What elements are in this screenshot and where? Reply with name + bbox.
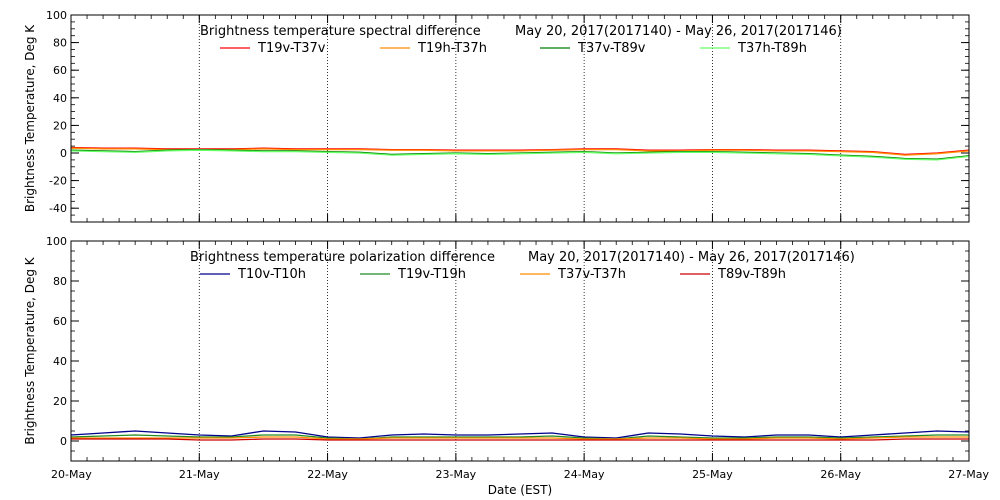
- x-tick-label: 25-May: [692, 468, 733, 481]
- series-line-t19v-t37v: [70, 146, 970, 156]
- series-line-t37v-t37h: [71, 436, 969, 440]
- y-tick-label: 80: [53, 37, 67, 50]
- legend-label: T37h-T89h: [737, 41, 807, 56]
- y-tick-label: -20: [49, 175, 67, 188]
- plot-frame: [70, 240, 970, 462]
- legend-label: T19v-T37v: [257, 41, 326, 56]
- y-tick-label: 0: [60, 147, 67, 160]
- y-tick-label: -40: [49, 202, 67, 215]
- y-tick-label: 80: [53, 275, 67, 288]
- legend-label: T19h-T37h: [417, 41, 487, 56]
- chart-title: Brightness temperature polarization diff…: [190, 250, 495, 265]
- series-line-t10v-t10h: [70, 430, 970, 439]
- x-tick-label: 24-May: [564, 468, 605, 481]
- y-tick-label: 100: [46, 9, 67, 22]
- x-tick-label: 27-May: [948, 468, 989, 481]
- legend-label: T37v-T37h: [557, 267, 626, 282]
- x-tick-label: 26-May: [820, 468, 861, 481]
- legend-label: T89v-T89h: [717, 267, 786, 282]
- chart-date-range: May 20, 2017(2017140) - May 26, 2017(201…: [528, 250, 855, 265]
- series-line-t89v-t89h: [71, 438, 969, 441]
- x-tick-label: 22-May: [307, 468, 348, 481]
- legend-label: T19v-T19h: [397, 267, 466, 282]
- y-axis-title: Brightness Temperature, Deg K: [23, 256, 37, 444]
- series-line-t19v-t19h: [70, 434, 969, 440]
- y-tick-label: 40: [53, 92, 67, 105]
- plot-frame: [70, 14, 970, 223]
- y-tick-label: 0: [60, 435, 67, 448]
- x-axis-title: Date (EST): [488, 483, 552, 497]
- series-line-t37h-t89h: [70, 149, 970, 161]
- x-tick-label: 21-May: [179, 468, 220, 481]
- y-tick-label: 60: [53, 64, 67, 77]
- x-tick-label: 23-May: [435, 468, 476, 481]
- x-tick-label: 20-May: [51, 468, 92, 481]
- chart-date-range: May 20, 2017(2017140) - May 26, 2017(201…: [515, 24, 842, 39]
- y-tick-label: 20: [53, 119, 67, 132]
- y-tick-label: 40: [53, 355, 67, 368]
- series-line-t37v-t89v: [70, 148, 970, 160]
- y-tick-label: 100: [46, 235, 67, 248]
- chart-title: Brightness temperature spectral differen…: [200, 24, 481, 39]
- legend-label: T37v-T89v: [577, 41, 646, 56]
- legend-label: T10v-T10h: [237, 267, 306, 282]
- y-tick-label: 60: [53, 315, 67, 328]
- y-axis-title: Brightness Temperature, Deg K: [23, 24, 37, 212]
- y-tick-label: 20: [53, 395, 67, 408]
